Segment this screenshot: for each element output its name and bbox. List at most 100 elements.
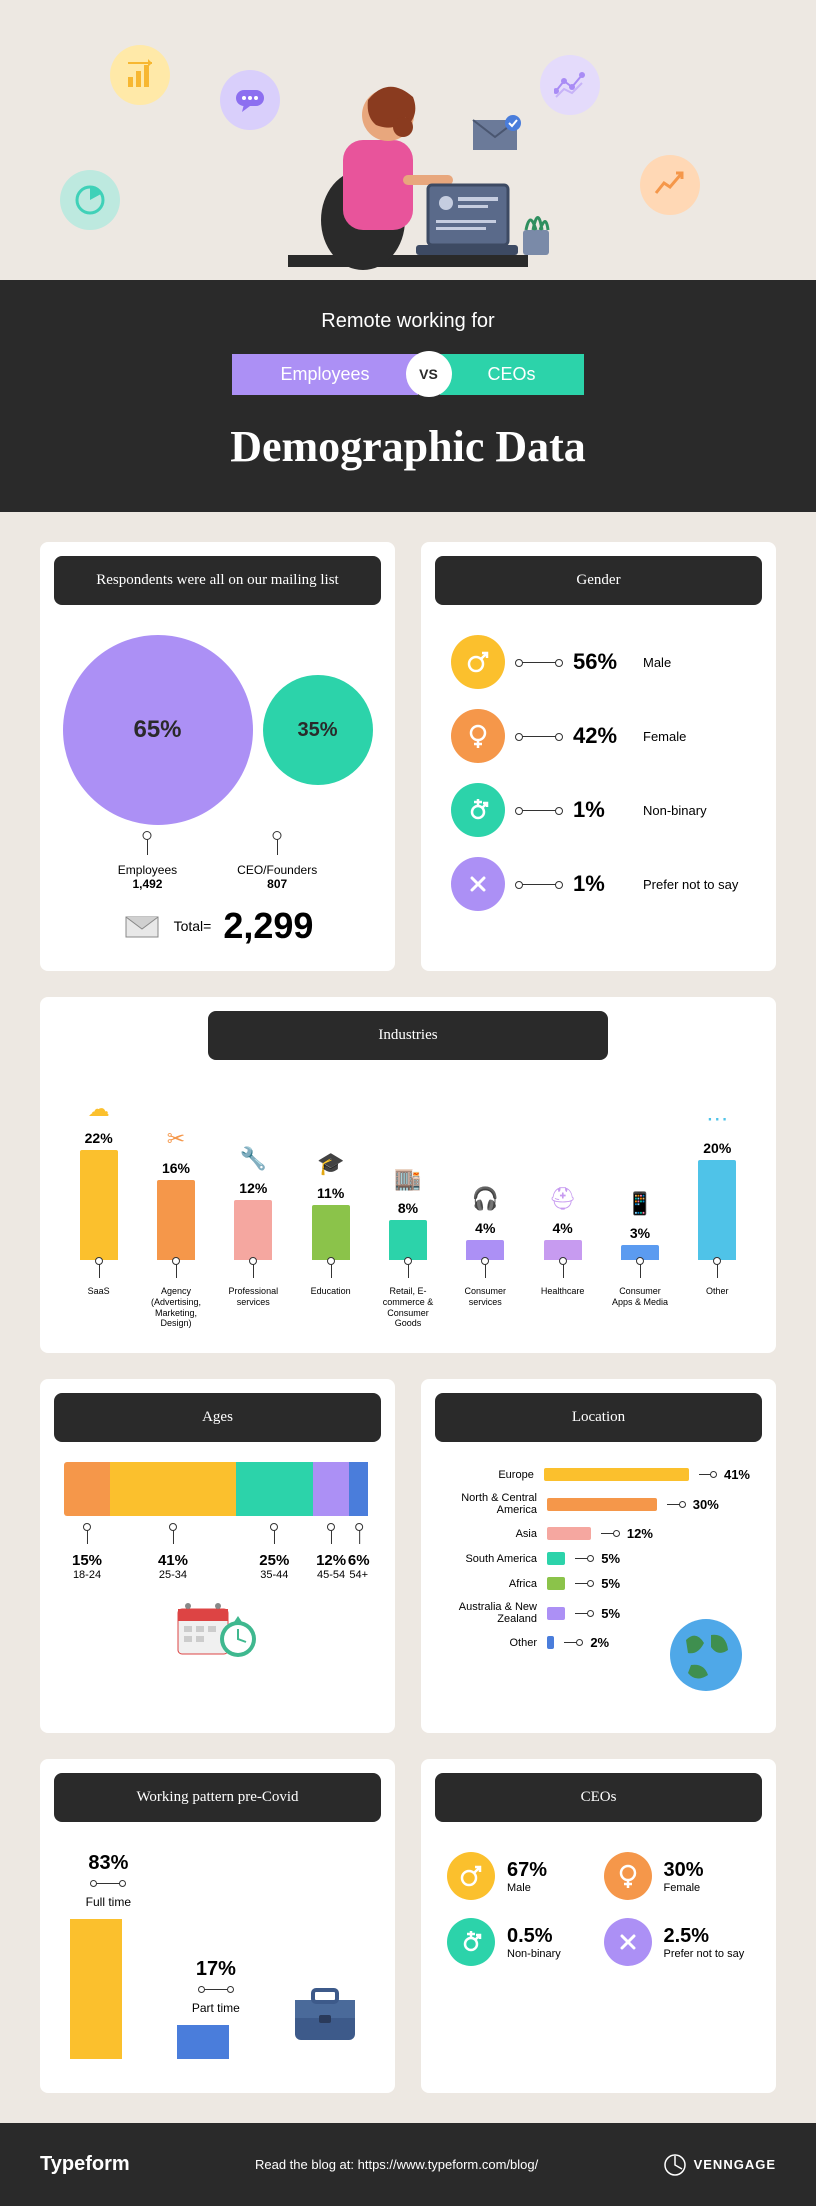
venngage-logo: VENNGAGE [664,2154,776,2176]
employees-circle: 65% [63,635,253,825]
industry-bar [312,1205,350,1260]
industry-label: Retail, E-commerce & Consumer Goods [377,1260,440,1329]
industry-bar [157,1180,195,1260]
ceos-card: CEOs 67%Male30%Female0.5%Non-binary2.5%P… [421,1759,776,2093]
location-label: Other [447,1637,537,1649]
workpattern-col: 17% Part time [177,1958,255,2059]
gender-row: 1%Non-binary [421,773,776,847]
ceo-label: Non-binary [507,1948,561,1960]
location-pct: 5% [601,1576,620,1591]
industry-icon: ☁ [84,1094,114,1124]
gender-label: Non-binary [643,803,707,818]
ceo-pct: 0.5% [507,1925,561,1948]
location-row: Asia 12% [421,1521,776,1546]
nonbinary-icon [451,783,505,837]
industry-bar [698,1160,736,1260]
respondents-card: Respondents were all on our mailing list… [40,542,395,971]
industry-pct: 8% [398,1200,418,1216]
gender-row: 42%Female [421,699,776,773]
industry-label: Consumer Apps & Media [609,1260,672,1329]
title-block: Remote working for Employees VS CEOs Dem… [0,280,816,512]
industry-label: Other [686,1260,749,1329]
gender-header: Gender [435,556,762,605]
location-bar [547,1577,565,1590]
industry-pct: 12% [239,1180,267,1196]
industry-col: 📱3% [609,1189,672,1260]
industry-col: 🔧12% [222,1144,285,1260]
gender-row: 1%Prefer not to say [421,847,776,921]
respondents-circles: 65% 35% [40,625,395,825]
hero-illustration [0,0,816,280]
workpattern-header: Working pattern pre-Covid [54,1773,381,1822]
location-pct: 12% [627,1526,653,1541]
industry-pct: 11% [317,1185,344,1201]
ages-segment [236,1462,313,1516]
location-card: Location Europe41%North & Central Americ… [421,1379,776,1733]
ceo-pct: 30% [664,1859,704,1882]
industry-icon: ✂ [161,1124,191,1154]
ceo-cell: 0.5%Non-binary [447,1918,594,1966]
location-label: Asia [447,1528,537,1540]
ceos-circle: 35% [263,675,373,785]
workpattern-col: 83%Full time [70,1852,147,2059]
title-main: Demographic Data [20,421,796,472]
employees-label: Employees1,492 [118,835,177,891]
location-label: North & Central America [447,1492,537,1516]
calendar-clock-icon [40,1586,395,1676]
industry-bar [234,1200,272,1260]
ceos-label: CEO/Founders807 [237,835,317,891]
industry-pct: 4% [475,1220,495,1236]
footer: Typeform Read the blog at: https://www.t… [0,2123,816,2206]
workpattern-pct: 17% [196,1958,236,1981]
industry-label: Education [299,1260,362,1329]
industry-icon: 🎓 [316,1149,346,1179]
industry-label: SaaS [67,1260,130,1329]
industry-bar [80,1150,118,1260]
industry-col: 🎓 11% [299,1149,362,1260]
pie-icon [60,170,120,230]
male-icon [451,635,505,689]
location-bar [547,1607,565,1620]
ages-label: 6%54+ [348,1526,370,1581]
ceos-header: CEOs [435,1773,762,1822]
gender-row: 56% Male [421,625,776,699]
industry-col: ✂16% [145,1124,208,1260]
respondents-total: Total= 2,299 [40,905,395,947]
ages-segment [349,1462,367,1516]
ages-label: 15%18-24 [72,1526,102,1581]
location-label: South America [447,1553,537,1565]
gender-pct: 56% [573,649,629,675]
ages-label: 25%35-44 [259,1526,289,1581]
location-label: Australia & New Zealand [447,1601,537,1625]
industry-label: Consumer services [454,1260,517,1329]
location-label: Europe [447,1469,534,1481]
workpattern-label: Full time [86,1895,131,1909]
industry-col: ⛑4% [531,1184,594,1260]
workpattern-label: Part time [192,2001,240,2015]
gender-card: Gender 56% Male 42%Female1%Non-binary1%Pre… [421,542,776,971]
workpattern-card: Working pattern pre-Covid 83%Full time 17… [40,1759,395,2093]
location-pct: 5% [601,1551,620,1566]
briefcase-icon [285,1975,365,2059]
industry-pct: 22% [85,1130,113,1146]
typeform-logo: Typeform [40,2153,130,2176]
location-pct: 5% [601,1606,620,1621]
industry-col: ☁ 22% [67,1094,130,1260]
workpattern-bar [177,2025,229,2059]
location-row: Africa5% [421,1571,776,1596]
industry-col: 🏬8% [377,1164,440,1260]
industry-label: Healthcare [531,1260,594,1329]
location-bar [547,1636,554,1649]
location-row: South America 5% [421,1546,776,1571]
industry-icon: 📱 [625,1189,655,1219]
industry-icon: ⋯ [702,1104,732,1134]
bar-chart-icon [110,45,170,105]
industry-pct: 4% [553,1220,573,1236]
industry-label: Agency (Advertising, Marketing, Design) [145,1260,208,1329]
workpattern-bar [70,1919,122,2059]
gender-label: Male [643,655,671,670]
vs-row: Employees VS CEOs [20,351,796,397]
trend-icon [640,155,700,215]
industries-card: Industries ☁22%✂16%🔧12%🎓11%🏬8%🎧4%⛑4%📱3%⋯… [40,997,776,1353]
location-pct: 41% [724,1467,750,1482]
